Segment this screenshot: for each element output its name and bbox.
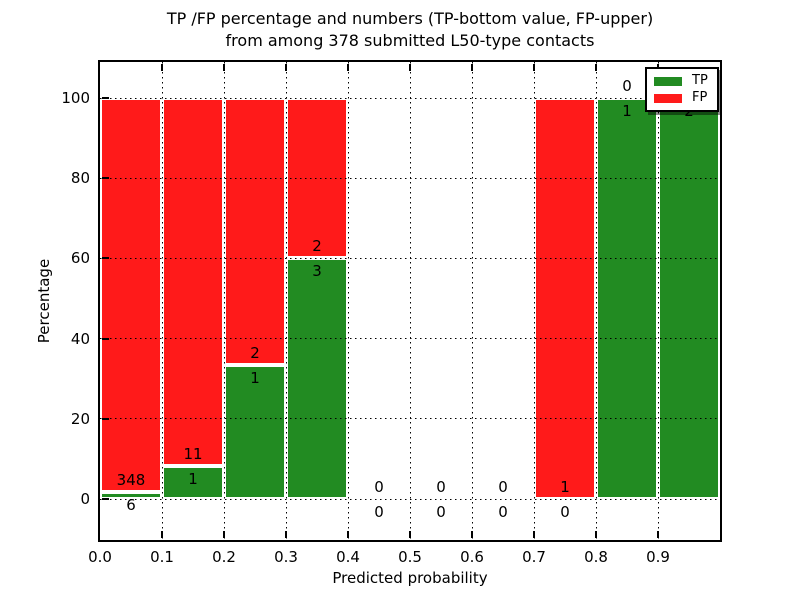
tp-bar-segment [162,465,224,499]
x-tick-label: 0.3 [274,548,298,566]
x-axis-tick-top [285,64,287,71]
x-tick-label: 0.7 [522,548,546,566]
x-axis-label: Predicted probability [332,569,488,587]
fp-count-label: 2 [250,344,260,363]
tp-count-label: 1 [188,469,198,488]
fp-bar-segment [162,98,224,466]
fp-bar-segment [100,98,162,493]
x-axis-tick-top [595,64,597,71]
tp-count-label: 6 [126,496,136,515]
x-axis-tick-bottom [223,531,225,538]
x-tick-label: 0.2 [212,548,236,566]
tp-legend-swatch-icon [654,76,682,86]
fp-count-label: 0 [436,478,446,496]
tp-bar-segment [100,492,162,499]
gridline-vertical [347,62,349,540]
x-tick-label: 0.1 [150,548,174,566]
tp-count-label: 1 [622,102,632,120]
y-axis-tick-left [102,498,109,500]
gridline-vertical [595,62,597,540]
x-axis-tick-top [471,64,473,71]
x-axis-tick-bottom [657,531,659,538]
tp-count-label: 0 [560,503,570,521]
fp-count-label: 11 [183,444,203,463]
tp-count-label: 0 [436,503,446,521]
x-axis-tick-bottom [471,531,473,538]
tp-count-label: 3 [312,262,322,281]
x-tick-label: 0.9 [646,548,670,566]
gridline-vertical [533,62,535,540]
chart-title-line2: from among 378 submitted L50-type contac… [225,31,595,50]
y-axis-tick-left [102,97,109,99]
x-tick-label: 0.4 [336,548,360,566]
gridline-vertical [285,62,287,540]
y-axis-tick-left [102,417,109,420]
x-axis-tick-top [347,64,349,71]
fp-legend-swatch-icon [654,93,682,103]
y-axis-tick-left [102,337,109,340]
y-axis-label: Percentage [35,258,53,344]
y-tick-label: 60 [70,249,90,268]
gridline-vertical [161,62,163,540]
legend: TP FP [645,67,719,112]
tp-bar-segment [286,258,348,499]
x-tick-label: 0.6 [460,548,484,566]
y-tick-label: 0 [80,490,90,508]
gridline-vertical [471,62,473,540]
y-tick-label: 80 [70,169,90,188]
x-axis-tick-bottom [409,531,411,538]
x-axis-tick-bottom [161,531,163,538]
legend-item-tp: TP [647,74,717,88]
fp-count-label: 2 [312,237,322,256]
x-tick-label: 0.0 [88,548,112,566]
y-tick-label: 20 [70,409,90,428]
chart-title-line1: TP /FP percentage and numbers (TP-bottom… [166,9,654,28]
legend-label-fp: FP [692,90,708,105]
x-axis-tick-top [409,64,411,71]
x-axis-tick-top [533,64,535,71]
y-axis-tick-left [102,177,109,180]
tp-bar-segment [658,98,720,499]
y-axis-tick-left [102,257,109,260]
tp-count-label: 0 [498,503,508,521]
fp-count-label: 348 [116,471,146,490]
x-tick-label: 0.5 [398,548,422,566]
y-tick-label: 40 [70,329,90,348]
gridline-vertical [657,62,659,540]
legend-label-tp: TP [692,73,708,88]
x-axis-tick-bottom [347,531,349,538]
fp-count-label: 0 [374,478,384,496]
fp-count-label: 0 [622,77,632,95]
tp-bar-segment [224,365,286,499]
x-axis-tick-bottom [285,531,287,538]
gridline-vertical [223,62,225,540]
gridline-vertical [409,62,411,540]
legend-item-fp: FP [647,91,717,105]
tp-count-label: 1 [250,369,260,388]
x-axis-tick-bottom [533,531,535,538]
x-axis-tick-top [223,64,225,71]
tp-bar-segment [596,98,658,499]
chart-title: TP /FP percentage and numbers (TP-bottom… [98,8,722,52]
tp-count-label: 0 [374,503,384,521]
fp-bar-segment [534,98,596,499]
fp-count-label: 0 [498,478,508,496]
x-axis-tick-bottom [595,531,597,538]
x-axis-tick-top [161,64,163,71]
y-tick-label: 100 [61,89,90,107]
fp-count-label: 1 [560,478,570,496]
fp-bar-segment [224,98,286,366]
x-tick-label: 0.8 [584,548,608,566]
